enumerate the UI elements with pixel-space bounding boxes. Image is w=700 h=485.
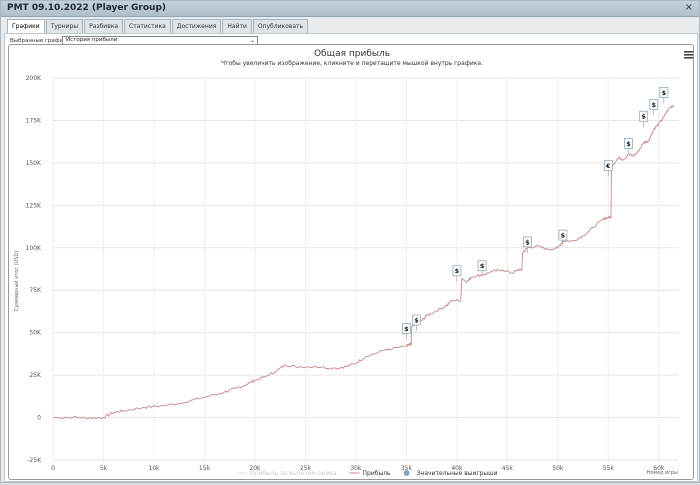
tab-1[interactable]: Турниры [45,19,84,33]
tab-4[interactable]: Достижения [171,19,222,33]
big-win-label: $ [626,140,631,148]
x-tick-label: 55k [603,465,615,472]
legend-item[interactable]: Прибыль за вычетом рейка [237,470,337,477]
window-title: PMT 09.10.2022 (Player Group) [7,3,166,13]
big-win-marker[interactable]: $ [649,98,659,116]
legend-marker [403,470,410,476]
y-tick-label: 200K [26,75,42,82]
x-tick-label: 20k [249,465,261,472]
chart-container[interactable]: Общая прибыль Чтобы увеличить изображени… [8,44,694,480]
x-tick-label: 45k [502,465,514,472]
charts-panel: Выбранные графики: История прибыли ⌄ Общ… [4,33,698,482]
profit-chart[interactable]: Общая прибыль Чтобы увеличить изображени… [9,45,695,481]
big-win-marker[interactable]: $ [401,323,411,340]
y-tick-label: 175K [26,117,42,124]
big-win-label: $ [404,325,409,333]
tab-5[interactable]: Найти [222,19,252,33]
tab-0[interactable]: Графики [7,19,45,34]
tab-6[interactable]: Опубликовать [252,19,309,33]
x-tick-label: 40k [451,465,463,472]
legend-label: Прибыль [363,470,391,477]
chart-grid [52,77,679,461]
chevron-down-icon: ⌄ [249,37,255,44]
big-win-label: € [605,162,611,170]
x-axis-ticks: 0 5k 10k 15k 20k 25k 30k 35k 40k 45k 50k 55k 60k [51,465,665,472]
y-tick-label: 125K [26,202,42,209]
x-tick-label: 60k [653,465,665,472]
legend-label: Значительные выигрыши [417,470,498,477]
big-win-marker[interactable]: € [603,160,613,177]
x-tick-label: 30k [350,465,362,472]
chart-selector-label: Выбранные графики: [10,38,72,44]
y-tick-label: 50K [29,330,42,337]
x-tick-label: 10k [148,465,160,472]
big-win-label: $ [561,232,566,240]
legend-label: Прибыль за вычетом рейка [250,470,337,477]
x-tick-label: 0 [51,465,55,472]
y-tick-label: 100K [26,245,42,252]
big-win-label: $ [662,89,667,97]
big-win-marker[interactable]: $ [452,265,462,282]
big-win-label: $ [641,113,646,121]
chart-legend: Прибыль за вычетом рейка Прибыль Значитель… [237,470,498,477]
y-tick-label: -25K [27,457,42,464]
y-tick-label: 0 [37,415,41,422]
series-line-profit [52,104,675,420]
big-win-marker[interactable]: $ [477,260,487,277]
chart-title: Общая прибыль [314,49,390,59]
big-win-marker[interactable]: $ [523,236,532,253]
legend-item[interactable]: Прибыль [349,470,391,477]
y-axis-ticks: -25K 0 25K 50K 75K 100K 125K 150K 175K 200K [26,75,42,464]
hamburger-icon[interactable] [684,51,693,59]
big-win-label: $ [455,267,460,275]
chart-subtitle: Чтобы увеличить изображение, кликните и … [221,60,483,67]
x-tick-label: 15k [199,465,211,472]
big-win-label: $ [414,316,419,324]
tab-bar: Графики Турниры Разбивка Статистика Достижен… [7,19,309,34]
big-win-marker[interactable]: $ [639,110,649,128]
big-win-marker[interactable]: $ [624,138,633,155]
y-tick-label: 150K [26,160,42,167]
big-win-label: $ [525,238,530,246]
big-win-marker[interactable]: $ [412,314,421,331]
legend-item[interactable]: Значительные выигрыши [403,470,498,477]
x-tick-label: 50k [552,465,564,472]
tab-3[interactable]: Статистика [124,19,171,33]
x-axis-label: Номер игры [647,470,678,476]
y-axis-label: Суммарный итог (USD) [13,251,20,311]
x-tick-label: 5k [100,465,108,472]
y-tick-label: 75K [29,287,42,294]
big-win-marker[interactable]: $ [659,87,669,104]
x-tick-label: 35k [401,465,413,472]
title-bar: PMT 09.10.2022 (Player Group) × [1,1,699,17]
big-win-marker[interactable]: $ [558,229,568,247]
series-layer [52,104,675,420]
chart-selector-value: История прибыли [66,37,118,43]
x-tick-label: 25k [300,465,312,472]
big-win-label: $ [480,262,485,270]
y-tick-label: 25K [29,372,42,379]
big-wins-layer: $ $ $ $ $ $ € $ $ $ $ [401,87,669,340]
big-win-label: $ [651,101,656,109]
close-icon[interactable]: × [684,2,693,13]
tab-2[interactable]: Разбивка [84,19,124,33]
